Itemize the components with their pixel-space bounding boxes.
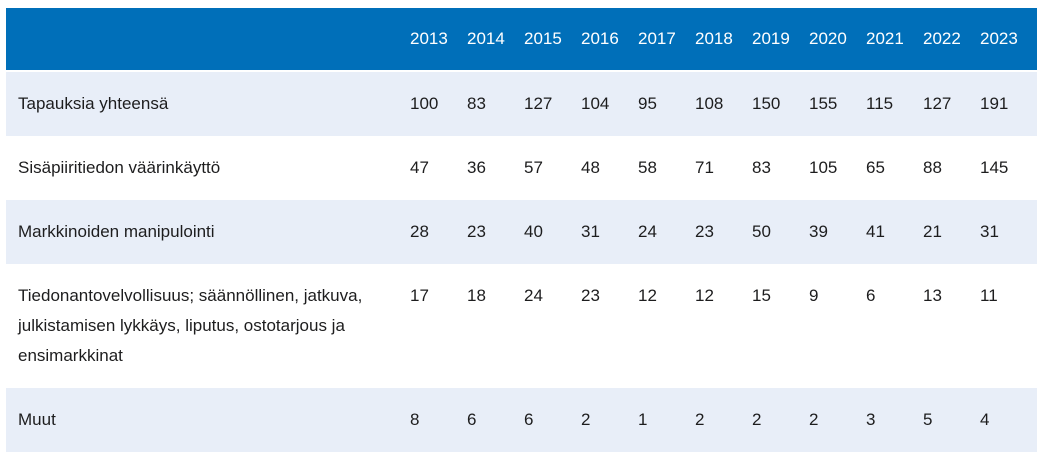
year-header: 2021 <box>866 8 923 72</box>
value-cell: 4 <box>980 388 1037 452</box>
value-cell: 11 <box>980 264 1037 388</box>
value-cell: 40 <box>524 200 581 264</box>
value-cell: 5 <box>923 388 980 452</box>
value-cell: 127 <box>923 71 980 136</box>
year-header: 2020 <box>809 8 866 72</box>
value-cell: 28 <box>410 200 467 264</box>
row-label: Markkinoiden manipulointi <box>6 200 410 264</box>
value-cell: 23 <box>581 264 638 388</box>
year-header: 2013 <box>410 8 467 72</box>
value-cell: 57 <box>524 136 581 200</box>
value-cell: 3 <box>866 388 923 452</box>
value-cell: 65 <box>866 136 923 200</box>
value-cell: 6 <box>524 388 581 452</box>
value-cell: 31 <box>980 200 1037 264</box>
year-header: 2016 <box>581 8 638 72</box>
value-cell: 83 <box>752 136 809 200</box>
value-cell: 39 <box>809 200 866 264</box>
table-row: Muut 8 6 6 2 1 2 2 2 3 5 4 <box>6 388 1037 452</box>
value-cell: 24 <box>638 200 695 264</box>
value-cell: 104 <box>581 71 638 136</box>
row-label: Tapauksia yhteensä <box>6 71 410 136</box>
value-cell: 15 <box>752 264 809 388</box>
value-cell: 36 <box>467 136 524 200</box>
value-cell: 108 <box>695 71 752 136</box>
value-cell: 71 <box>695 136 752 200</box>
year-header: 2015 <box>524 8 581 72</box>
value-cell: 23 <box>695 200 752 264</box>
value-cell: 88 <box>923 136 980 200</box>
value-cell: 105 <box>809 136 866 200</box>
value-cell: 2 <box>695 388 752 452</box>
value-cell: 48 <box>581 136 638 200</box>
value-cell: 50 <box>752 200 809 264</box>
table-row: Markkinoiden manipulointi 28 23 40 31 24 23 50 3… <box>6 200 1037 264</box>
value-cell: 6 <box>866 264 923 388</box>
value-cell: 58 <box>638 136 695 200</box>
cases-by-year-table: 2013 2014 2015 2016 2017 2018 2019 2020 2021 2022… <box>6 8 1037 452</box>
value-cell: 115 <box>866 71 923 136</box>
value-cell: 2 <box>581 388 638 452</box>
value-cell: 24 <box>524 264 581 388</box>
table-row: Sisäpiiritiedon väärinkäyttö 47 36 57 48 58 71… <box>6 136 1037 200</box>
value-cell: 127 <box>524 71 581 136</box>
value-cell: 9 <box>809 264 866 388</box>
table-container: 2013 2014 2015 2016 2017 2018 2019 2020 2021 2022… <box>6 8 1037 452</box>
table-row: Tapauksia yhteensä 100 83 127 104 95 108 150 155… <box>6 71 1037 136</box>
value-cell: 23 <box>467 200 524 264</box>
row-label: Tiedonantovelvollisuus; säännöllinen, ja… <box>6 264 410 388</box>
value-cell: 6 <box>467 388 524 452</box>
value-cell: 13 <box>923 264 980 388</box>
year-header: 2018 <box>695 8 752 72</box>
value-cell: 18 <box>467 264 524 388</box>
value-cell: 2 <box>809 388 866 452</box>
row-label: Sisäpiiritiedon väärinkäyttö <box>6 136 410 200</box>
value-cell: 21 <box>923 200 980 264</box>
year-header: 2019 <box>752 8 809 72</box>
row-label: Muut <box>6 388 410 452</box>
value-cell: 150 <box>752 71 809 136</box>
year-header-row: 2013 2014 2015 2016 2017 2018 2019 2020 2021 2022… <box>6 8 1037 72</box>
value-cell: 100 <box>410 71 467 136</box>
value-cell: 155 <box>809 71 866 136</box>
table-row: Tiedonantovelvollisuus; säännöllinen, ja… <box>6 264 1037 388</box>
year-header: 2023 <box>980 8 1037 72</box>
value-cell: 12 <box>638 264 695 388</box>
value-cell: 1 <box>638 388 695 452</box>
value-cell: 145 <box>980 136 1037 200</box>
value-cell: 12 <box>695 264 752 388</box>
year-header: 2022 <box>923 8 980 72</box>
value-cell: 41 <box>866 200 923 264</box>
value-cell: 95 <box>638 71 695 136</box>
value-cell: 31 <box>581 200 638 264</box>
value-cell: 191 <box>980 71 1037 136</box>
value-cell: 47 <box>410 136 467 200</box>
value-cell: 8 <box>410 388 467 452</box>
value-cell: 83 <box>467 71 524 136</box>
table-body: Tapauksia yhteensä 100 83 127 104 95 108 150 155… <box>6 71 1037 452</box>
value-cell: 17 <box>410 264 467 388</box>
year-header: 2017 <box>638 8 695 72</box>
year-header: 2014 <box>467 8 524 72</box>
value-cell: 2 <box>752 388 809 452</box>
corner-cell <box>6 8 410 72</box>
